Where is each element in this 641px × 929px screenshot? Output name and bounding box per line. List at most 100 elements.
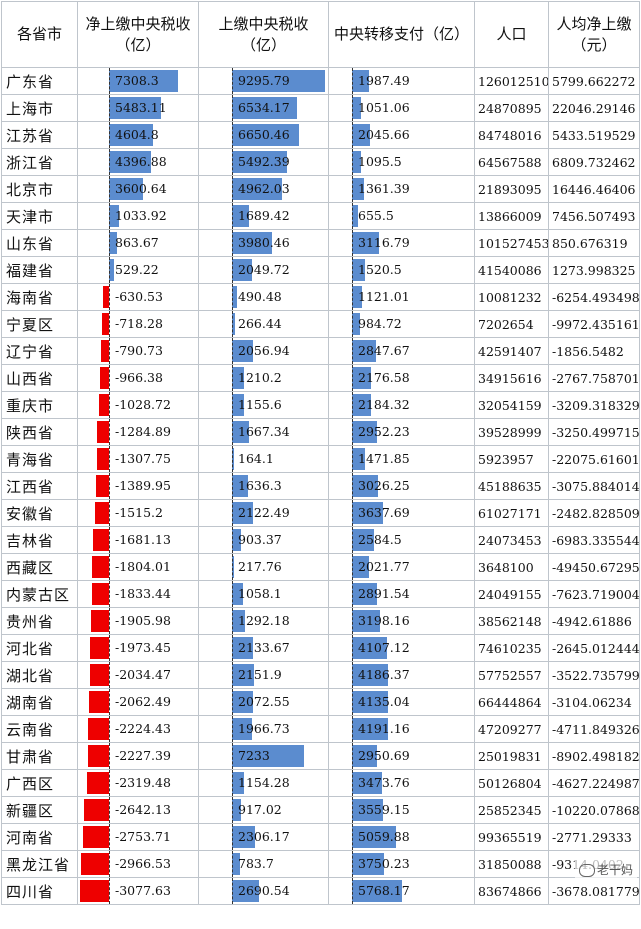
net-tax-value: 4604.8 (115, 127, 159, 142)
net-tax-value: -2753.71 (115, 829, 171, 844)
population-value: 7202654 (474, 310, 549, 338)
paid-tax-value: 266.44 (238, 316, 282, 331)
paid-tax-axis (232, 500, 233, 526)
table-row: 黑龙江省-2966.53783.73750.2331850088-9314.04… (1, 850, 640, 878)
province-name: 湖南省 (1, 688, 78, 716)
net-tax-value: -790.73 (115, 343, 163, 358)
transfer-cell: 2891.54 (328, 580, 475, 608)
net-tax-axis (109, 473, 110, 499)
paid-tax-bar (232, 637, 254, 659)
paid-tax-value: 1155.6 (238, 397, 282, 412)
paid-tax-axis (232, 473, 233, 499)
net-tax-value: -2966.53 (115, 856, 171, 871)
paid-tax-axis (232, 365, 233, 391)
transfer-bar (352, 637, 388, 659)
transfer-bar (352, 502, 384, 524)
transfer-bar (352, 367, 371, 389)
net-tax-axis (109, 824, 110, 850)
transfer-axis (352, 824, 353, 850)
paid-tax-value: 903.37 (238, 532, 282, 547)
net-tax-cell: 1033.92 (77, 202, 199, 230)
net-tax-cell: -1804.01 (77, 553, 199, 581)
net-tax-value: -2319.48 (115, 775, 171, 790)
transfer-value: 3473.76 (358, 775, 410, 790)
net-tax-axis (109, 68, 110, 94)
per-capita-value: -2771.29333 (548, 823, 640, 851)
transfer-cell: 655.5 (328, 202, 475, 230)
transfer-value: 5059.88 (358, 829, 410, 844)
population-value: 31850088 (474, 850, 549, 878)
transfer-cell: 3198.16 (328, 607, 475, 635)
transfer-axis (352, 500, 353, 526)
transfer-cell: 1121.01 (328, 283, 475, 311)
table-row: 江苏省 4604.8 6650.46 2045.66 84748016 5433.5195… (1, 121, 640, 149)
header-paid-tax-title: 上缴中央税收 (218, 14, 309, 33)
paid-tax-cell: 2122.49 (198, 499, 329, 527)
paid-tax-bar (232, 178, 282, 200)
paid-tax-axis (232, 635, 233, 661)
transfer-cell: 1361.39 (328, 175, 475, 203)
transfer-value: 1361.39 (358, 181, 410, 196)
paid-tax-cell: 266.44 (198, 310, 329, 338)
transfer-axis (352, 743, 353, 769)
net-tax-cell: -3077.63 (77, 877, 199, 905)
net-tax-bar-negative (96, 421, 109, 443)
net-tax-value: 1033.92 (115, 208, 167, 223)
paid-tax-bar (232, 70, 325, 92)
transfer-cell: 1987.49 (328, 67, 475, 95)
per-capita-value: -2645.012444 (548, 634, 640, 662)
paid-tax-value: 164.1 (238, 451, 274, 466)
paid-tax-cell: 217.76 (198, 553, 329, 581)
province-name: 内蒙古区 (1, 580, 78, 608)
net-tax-cell: 4604.8 (77, 121, 199, 149)
transfer-cell: 2847.67 (328, 337, 475, 365)
net-tax-value: -1833.44 (115, 586, 171, 601)
paid-tax-axis (232, 311, 233, 337)
per-capita-value: -2482.828509 (548, 499, 640, 527)
header-per-capita: 人均净上缴 （元） (548, 1, 640, 68)
net-tax-axis (109, 743, 110, 769)
net-tax-bar-positive (109, 232, 118, 254)
net-tax-value: -1389.95 (115, 478, 171, 493)
transfer-bar (352, 583, 377, 605)
paid-tax-bar (232, 799, 242, 821)
paid-tax-cell: 6650.46 (198, 121, 329, 149)
population-value: 99365519 (474, 823, 549, 851)
table-row: 青海省 -1307.75 164.1 1471.85 5923957 -22075.616… (1, 445, 640, 473)
net-tax-bar-positive (109, 259, 115, 281)
net-tax-value: -2062.49 (115, 694, 171, 709)
transfer-bar (352, 97, 362, 119)
transfer-cell: 2176.58 (328, 364, 475, 392)
net-tax-bar-negative (96, 448, 109, 470)
table-row: 福建省 529.22 2049.72 1520.5 41540086 1273.99832… (1, 256, 640, 284)
paid-tax-value: 4962.03 (238, 181, 290, 196)
transfer-value: 1051.06 (358, 100, 410, 115)
net-tax-bar-negative (80, 853, 109, 875)
paid-tax-cell: 9295.79 (198, 67, 329, 95)
net-tax-bar-negative (99, 394, 109, 416)
net-tax-axis (109, 257, 110, 283)
table-row: 四川省 -3077.63 2690.54 5768.17 83674866 -3678.0… (1, 877, 640, 905)
population-value: 50126804 (474, 769, 549, 797)
transfer-bar (352, 772, 382, 794)
table-row: 河北省 -1973.45 2133.67 4107.12 74610235 -2645.0… (1, 634, 640, 662)
net-tax-axis (109, 797, 110, 823)
paid-tax-axis (232, 716, 233, 742)
net-tax-cell: 4396.88 (77, 148, 199, 176)
per-capita-value: -10220.07868 (548, 796, 640, 824)
per-capita-value: 16446.46406 (548, 175, 640, 203)
transfer-bar (352, 799, 383, 821)
per-capita-value: -3075.884014 (548, 472, 640, 500)
paid-tax-axis (232, 149, 233, 175)
transfer-value: 2021.77 (358, 559, 410, 574)
net-tax-value: -630.53 (115, 289, 163, 304)
transfer-cell: 2021.77 (328, 553, 475, 581)
paid-tax-value: 2049.72 (238, 262, 290, 277)
paid-tax-value: 7233 (238, 748, 270, 763)
transfer-axis (352, 230, 353, 256)
paid-tax-cell: 490.48 (198, 283, 329, 311)
transfer-axis (352, 365, 353, 391)
paid-tax-bar (232, 718, 252, 740)
table-row: 西藏区 -1804.01 217.76 2021.77 3648100 -49450.67… (1, 553, 640, 581)
paid-tax-axis (232, 743, 233, 769)
